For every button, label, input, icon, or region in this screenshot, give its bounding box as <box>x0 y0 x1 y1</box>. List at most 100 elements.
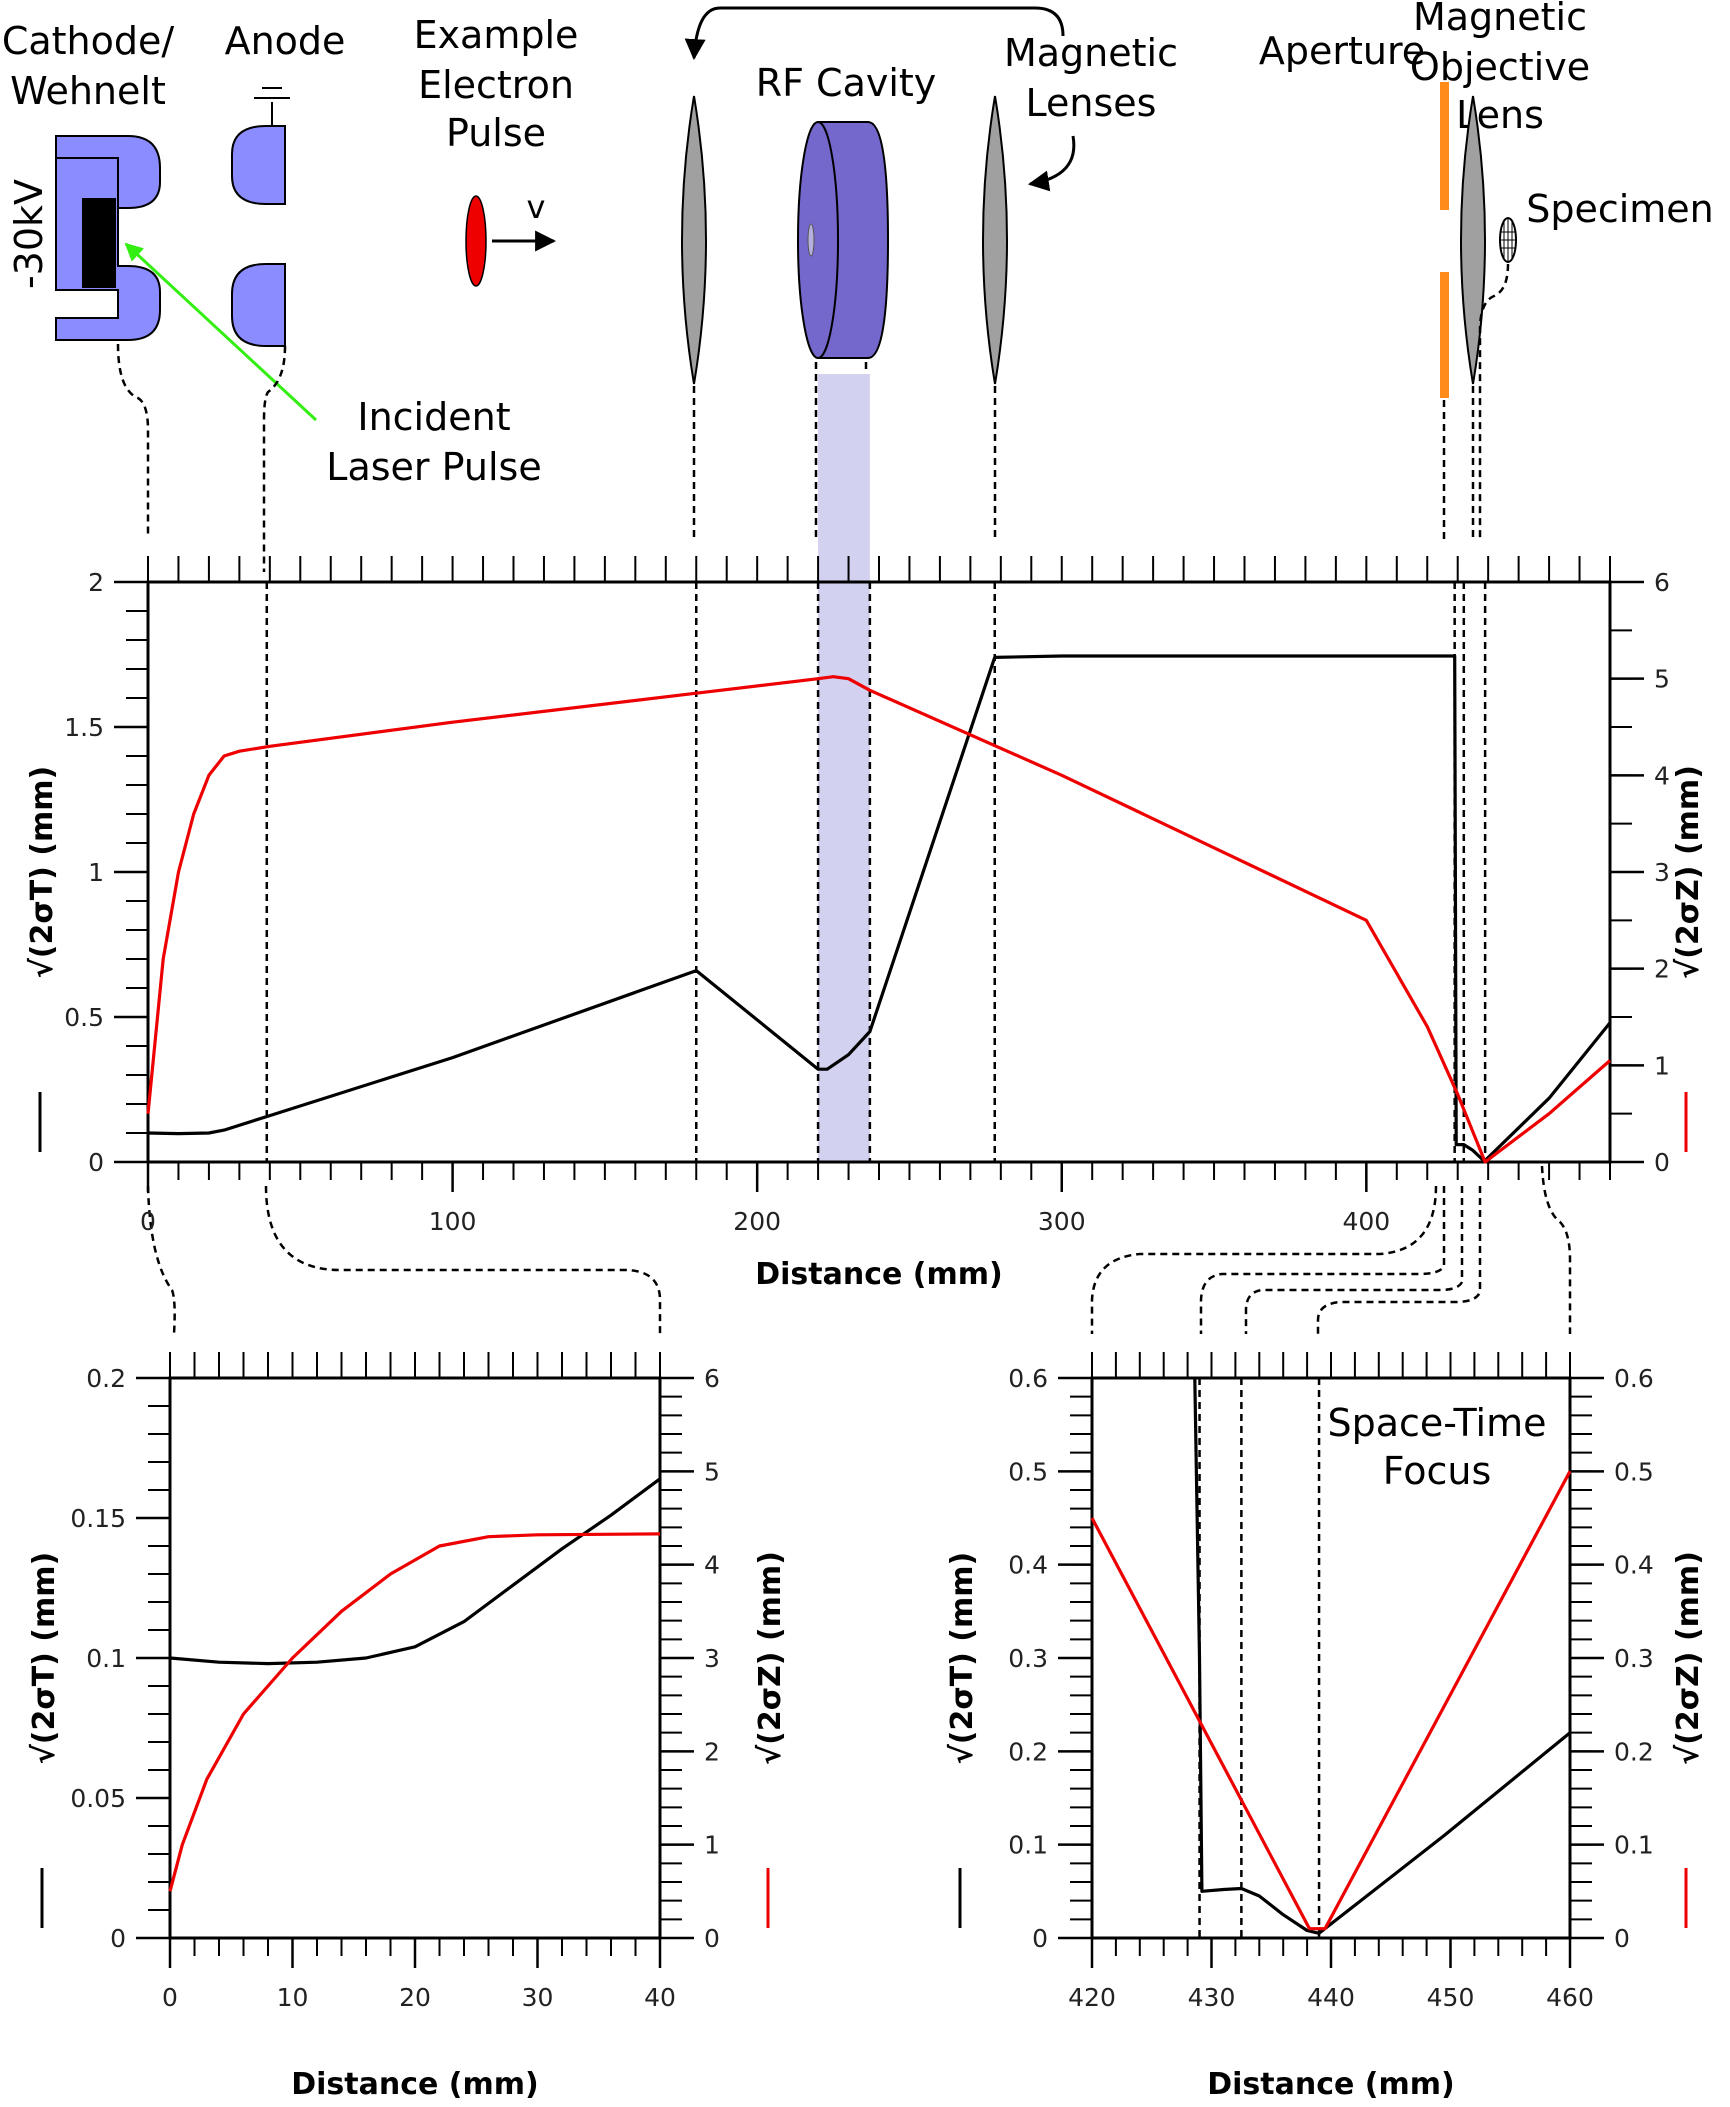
y-left-axis-label: √(2σT) (mm) <box>945 1552 980 1765</box>
longitudinal-width-line <box>168 1532 661 1892</box>
lens-arrow-side <box>1027 135 1076 192</box>
plot-frame <box>146 580 1612 1164</box>
annotation-line-1: Space-Time <box>1327 1401 1546 1445</box>
x-tick-label: 20 <box>399 1983 431 2012</box>
objective-label-2: Objective <box>1410 45 1590 89</box>
x-tick-label: 100 <box>429 1207 477 1236</box>
y-left-tick-label: 1 <box>88 858 104 887</box>
y-left-tick-label: 0.05 <box>70 1784 126 1813</box>
y-right-tick-label: 1 <box>704 1831 720 1860</box>
longitudinal-width-line <box>146 675 1612 1164</box>
y-left-tick-label: 0.2 <box>86 1364 126 1393</box>
lenses-label-2: Lenses <box>1026 81 1157 125</box>
y-right-tick-label: 0 <box>1614 1924 1630 1953</box>
rf-cavity <box>797 121 890 359</box>
y-left-tick-label: 0.1 <box>86 1644 126 1673</box>
y-right-axis-label: √(2σZ) (mm) <box>1671 1551 1706 1765</box>
anode-lower-shape <box>231 263 286 347</box>
beamline-schematic: Cathode/ Wehnelt -30kV Anode Example Ele… <box>2 0 1714 489</box>
x-tick-label: 420 <box>1068 1983 1116 2012</box>
ground-symbol-icon <box>254 87 290 128</box>
y-left-tick-label: 0.15 <box>70 1504 126 1533</box>
x-tick-label: 300 <box>1038 1207 1086 1236</box>
laser-pulse-arrow <box>124 242 318 422</box>
y-right-tick-label: 6 <box>1654 568 1670 597</box>
aperture-upper <box>1440 82 1449 210</box>
lens-arrow-top <box>684 6 1065 61</box>
velocity-label: v <box>527 188 546 226</box>
y-left-axis-label: √(2σT) (mm) <box>25 766 60 979</box>
pulse-label-3: Pulse <box>446 111 546 155</box>
rf-cavity-label: RF Cavity <box>756 61 937 105</box>
x-axis-label: Distance (mm) <box>291 2067 539 2102</box>
annotation-line-2: Focus <box>1383 1449 1492 1493</box>
laser-label-1: Incident <box>357 395 510 439</box>
cathode-wehnelt-upper <box>55 136 119 208</box>
plot-frame <box>168 1376 662 1940</box>
y-right-tick-label: 5 <box>704 1457 720 1486</box>
magnetic-lens-2 <box>982 95 1008 385</box>
transverse-width-line <box>1193 1377 1572 1935</box>
objective-label-1: Magnetic <box>1413 0 1587 39</box>
anode-upper-shape <box>231 125 286 205</box>
x-tick-label: 450 <box>1427 1983 1475 2012</box>
y-left-axis-label: √(2σT) (mm) <box>27 1552 62 1765</box>
y-right-tick-label: 0.1 <box>1614 1831 1654 1860</box>
y-right-tick-label: 3 <box>704 1644 720 1673</box>
specimen-label: Specimen <box>1526 187 1714 231</box>
x-tick-label: 30 <box>522 1983 554 2012</box>
x-tick-label: 0 <box>140 1207 156 1236</box>
x-axis-label: Distance (mm) <box>1207 2067 1455 2102</box>
x-tick-label: 10 <box>277 1983 309 2012</box>
y-right-tick-label: 1 <box>1654 1051 1670 1080</box>
pulse-label-1: Example <box>414 13 579 57</box>
x-tick-label: 430 <box>1188 1983 1236 2012</box>
objective-lens <box>1460 95 1486 385</box>
y-left-tick-label: 1.5 <box>64 713 104 742</box>
laser-label-2: Laser Pulse <box>326 445 541 489</box>
aperture-label: Aperture <box>1259 29 1425 73</box>
y-left-tick-label: 0.1 <box>1008 1831 1048 1860</box>
y-right-tick-label: 0.4 <box>1614 1551 1654 1580</box>
plot-frame <box>1090 1376 1572 1940</box>
y-right-tick-label: 0 <box>1654 1148 1670 1177</box>
y-left-tick-label: 0.5 <box>64 1003 104 1032</box>
y-left-tick-label: 2 <box>88 568 104 597</box>
y-left-tick-label: 0 <box>110 1924 126 1953</box>
y-right-tick-label: 0.6 <box>1614 1364 1654 1393</box>
y-left-tick-label: 0.4 <box>1008 1551 1048 1580</box>
y-right-tick-label: 5 <box>1654 665 1670 694</box>
voltage-label: -30kV <box>7 179 51 289</box>
x-tick-label: 460 <box>1546 1983 1594 2012</box>
y-right-tick-label: 0.3 <box>1614 1644 1654 1673</box>
aperture-lower <box>1440 272 1449 398</box>
magnetic-lens-1 <box>681 95 707 385</box>
photocathode <box>82 198 116 288</box>
y-left-tick-label: 0.6 <box>1008 1364 1048 1393</box>
y-left-tick-label: 0 <box>88 1148 104 1177</box>
transverse-width-line <box>169 1477 661 1666</box>
y-right-tick-label: 0 <box>704 1924 720 1953</box>
y-right-tick-label: 3 <box>1654 858 1670 887</box>
x-axis-label: Distance (mm) <box>755 1257 1003 1292</box>
transverse-width-line <box>147 654 1612 1163</box>
pulse-label-2: Electron <box>418 63 574 107</box>
y-right-tick-label: 4 <box>704 1551 720 1580</box>
lenses-label-1: Magnetic <box>1004 31 1178 75</box>
y-left-tick-label: 0.5 <box>1008 1457 1048 1486</box>
inset-left-chart: 0 10 20 30 40 0 0.05 0.1 0.15 0.2 0 1 2 3 4 5 6 Distance … <box>27 1352 788 2102</box>
y-left-tick-label: 0.3 <box>1008 1644 1048 1673</box>
y-left-tick-label: 0.2 <box>1008 1737 1048 1766</box>
specimen-grid-icon <box>1499 217 1517 263</box>
y-right-tick-label: 0.5 <box>1614 1457 1654 1486</box>
y-right-tick-label: 2 <box>1654 955 1670 984</box>
x-tick-label: 40 <box>644 1983 676 2012</box>
x-tick-label: 200 <box>733 1207 781 1236</box>
longitudinal-width-line <box>1090 1470 1572 1931</box>
main-chart: 0 100 200 300 400 0 0.5 1 1.5 2 0 1 2 3 4 5 6 Distance (m… <box>25 374 1706 1292</box>
x-tick-label: 400 <box>1342 1207 1390 1236</box>
cathode-label-2: Wehnelt <box>10 69 166 113</box>
cathode-label-1: Cathode/ <box>2 19 175 63</box>
y-right-axis-label: √(2σZ) (mm) <box>1671 765 1706 979</box>
